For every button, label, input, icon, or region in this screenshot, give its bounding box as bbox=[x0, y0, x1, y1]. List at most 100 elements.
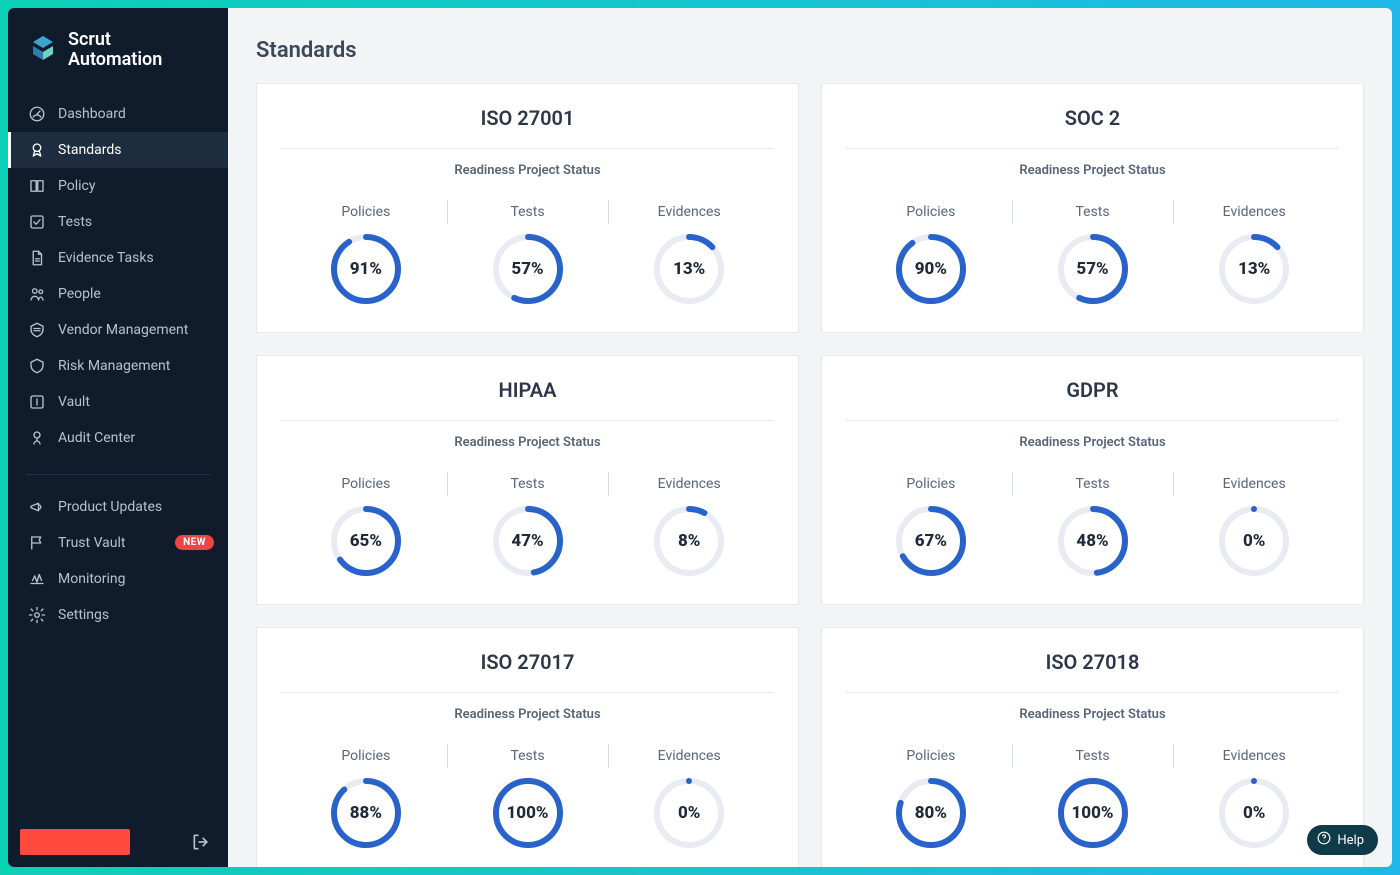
metric-label: Tests bbox=[510, 748, 544, 764]
redacted-block bbox=[20, 829, 130, 855]
audit-icon bbox=[28, 429, 46, 447]
standard-card[interactable]: ISO 27018 Readiness Project Status Polic… bbox=[821, 627, 1364, 867]
sidebar-item-product-updates[interactable]: Product Updates bbox=[8, 489, 228, 525]
sidebar-item-label: Evidence Tasks bbox=[58, 250, 154, 266]
metric-label: Tests bbox=[1075, 204, 1109, 220]
metric-evidences: Evidences 8% bbox=[608, 476, 770, 576]
card-subtitle: Readiness Project Status bbox=[850, 435, 1335, 450]
logout-button[interactable] bbox=[190, 831, 212, 853]
new-badge: NEW bbox=[175, 535, 214, 550]
vault-icon bbox=[28, 393, 46, 411]
sidebar-item-label: Vendor Management bbox=[58, 322, 188, 338]
metric-label: Evidences bbox=[1223, 204, 1286, 220]
metrics-row: Policies 80% Tests 100% Evidences bbox=[850, 748, 1335, 848]
metric-evidences: Evidences 0% bbox=[1173, 476, 1335, 576]
metric-policies: Policies 91% bbox=[285, 204, 447, 304]
sidebar-item-label: Vault bbox=[58, 394, 90, 410]
metric-label: Evidences bbox=[658, 476, 721, 492]
metric-evidences: Evidences 13% bbox=[1173, 204, 1335, 304]
sidebar-item-audit-center[interactable]: Audit Center bbox=[8, 420, 228, 456]
standard-name: SOC 2 bbox=[850, 106, 1335, 148]
donut-gauge: 100% bbox=[1058, 778, 1128, 848]
donut-gauge: 67% bbox=[896, 506, 966, 576]
sidebar-item-settings[interactable]: Settings bbox=[8, 597, 228, 633]
standard-card[interactable]: ISO 27001 Readiness Project Status Polic… bbox=[256, 83, 799, 333]
standard-card[interactable]: GDPR Readiness Project Status Policies 6… bbox=[821, 355, 1364, 605]
metric-tests: Tests 47% bbox=[447, 476, 609, 576]
metric-tests: Tests 100% bbox=[1012, 748, 1174, 848]
metric-label: Policies bbox=[341, 748, 390, 764]
donut-value: 57% bbox=[1058, 234, 1128, 304]
metric-label: Tests bbox=[1075, 476, 1109, 492]
donut-gauge: 13% bbox=[654, 234, 724, 304]
card-subtitle: Readiness Project Status bbox=[850, 707, 1335, 722]
settings-icon bbox=[28, 606, 46, 624]
monitoring-icon bbox=[28, 570, 46, 588]
metric-label: Policies bbox=[341, 204, 390, 220]
card-subtitle: Readiness Project Status bbox=[285, 435, 770, 450]
nav-secondary: Product Updates Trust VaultNEWMonitoringS… bbox=[8, 489, 228, 637]
standard-card[interactable]: HIPAA Readiness Project Status Policies … bbox=[256, 355, 799, 605]
metrics-row: Policies 90% Tests 57% Evidences bbox=[850, 204, 1335, 304]
sidebar-item-policy[interactable]: Policy bbox=[8, 168, 228, 204]
metric-label: Tests bbox=[510, 204, 544, 220]
sidebar-item-monitoring[interactable]: Monitoring bbox=[8, 561, 228, 597]
sidebar-item-label: Product Updates bbox=[58, 499, 162, 515]
sidebar-item-evidence-tasks[interactable]: Evidence Tasks bbox=[8, 240, 228, 276]
metric-label: Policies bbox=[906, 476, 955, 492]
sidebar-item-tests[interactable]: Tests bbox=[8, 204, 228, 240]
donut-value: 8% bbox=[654, 506, 724, 576]
flag-icon bbox=[28, 534, 46, 552]
donut-gauge: 91% bbox=[331, 234, 401, 304]
donut-gauge: 57% bbox=[493, 234, 563, 304]
standard-name: ISO 27018 bbox=[850, 650, 1335, 692]
donut-value: 47% bbox=[493, 506, 563, 576]
metric-label: Policies bbox=[341, 476, 390, 492]
sidebar-item-vault[interactable]: Vault bbox=[8, 384, 228, 420]
sidebar-item-risk-management[interactable]: Risk Management bbox=[8, 348, 228, 384]
sidebar-item-standards[interactable]: Standards bbox=[8, 132, 228, 168]
donut-gauge: 0% bbox=[654, 778, 724, 848]
help-icon bbox=[1317, 831, 1331, 849]
standard-card[interactable]: ISO 27017 Readiness Project Status Polic… bbox=[256, 627, 799, 867]
nav-divider bbox=[26, 474, 210, 475]
metric-label: Policies bbox=[906, 748, 955, 764]
brand-name: Scrut Automation bbox=[68, 30, 162, 70]
card-divider bbox=[281, 148, 774, 149]
risk-icon bbox=[28, 357, 46, 375]
people-icon bbox=[28, 285, 46, 303]
metric-label: Evidences bbox=[658, 748, 721, 764]
metrics-row: Policies 67% Tests 48% Evidences bbox=[850, 476, 1335, 576]
card-divider bbox=[281, 420, 774, 421]
card-subtitle: Readiness Project Status bbox=[850, 163, 1335, 178]
standard-name: ISO 27001 bbox=[285, 106, 770, 148]
metric-label: Evidences bbox=[1223, 476, 1286, 492]
metric-evidences: Evidences 13% bbox=[608, 204, 770, 304]
app-shell: Scrut Automation DashboardStandardsPolic… bbox=[8, 8, 1392, 867]
donut-gauge: 8% bbox=[654, 506, 724, 576]
metric-policies: Policies 80% bbox=[850, 748, 1012, 848]
brand-logo[interactable]: Scrut Automation bbox=[8, 8, 228, 96]
donut-value: 88% bbox=[331, 778, 401, 848]
standard-name: ISO 27017 bbox=[285, 650, 770, 692]
donut-gauge: 48% bbox=[1058, 506, 1128, 576]
metric-policies: Policies 88% bbox=[285, 748, 447, 848]
sidebar-item-trust-vault[interactable]: Trust VaultNEW bbox=[8, 525, 228, 561]
donut-gauge: 80% bbox=[896, 778, 966, 848]
metric-evidences: Evidences 0% bbox=[608, 748, 770, 848]
sidebar-item-dashboard[interactable]: Dashboard bbox=[8, 96, 228, 132]
standard-name: GDPR bbox=[850, 378, 1335, 420]
donut-gauge: 47% bbox=[493, 506, 563, 576]
donut-value: 0% bbox=[1219, 506, 1289, 576]
sidebar-item-people[interactable]: People bbox=[8, 276, 228, 312]
standard-card[interactable]: SOC 2 Readiness Project Status Policies … bbox=[821, 83, 1364, 333]
sidebar-item-vendor-management[interactable]: Vendor Management bbox=[8, 312, 228, 348]
help-label: Help bbox=[1337, 833, 1364, 848]
donut-value: 57% bbox=[493, 234, 563, 304]
donut-value: 80% bbox=[896, 778, 966, 848]
metric-label: Tests bbox=[1075, 748, 1109, 764]
dashboard-icon bbox=[28, 105, 46, 123]
donut-gauge: 100% bbox=[493, 778, 563, 848]
help-button[interactable]: Help bbox=[1307, 825, 1378, 855]
metric-tests: Tests 48% bbox=[1012, 476, 1174, 576]
